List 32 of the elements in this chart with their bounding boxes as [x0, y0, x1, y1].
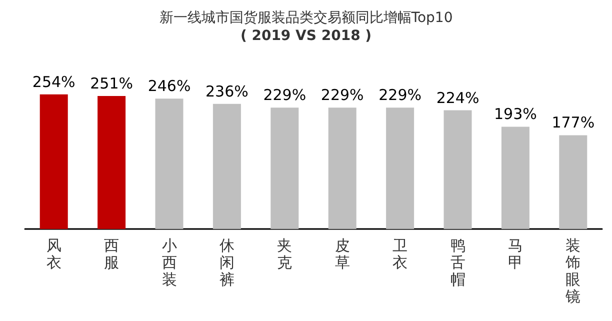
x-tick-label: 马甲 — [508, 236, 523, 272]
data-label: 177% — [552, 114, 595, 132]
data-label: 251% — [90, 74, 133, 92]
x-tick-label: 皮草 — [334, 236, 350, 272]
data-label: 236% — [206, 82, 248, 100]
data-label: 254% — [32, 72, 76, 91]
chart-subtitle: ( 2019 VS 2018 ) — [240, 28, 372, 44]
bar — [386, 108, 414, 229]
bar — [212, 104, 241, 229]
x-tick-label: 夹克 — [277, 236, 292, 272]
x-tick-label: 装饰眼镜 — [564, 236, 581, 306]
chart-title: 新一线城市国货服装品类交易额同比增幅Top10 — [159, 10, 453, 26]
x-tick-label: 西服 — [104, 236, 120, 272]
bar — [155, 98, 184, 229]
data-label: 229% — [263, 86, 306, 104]
data-label: 246% — [148, 77, 191, 96]
bar — [40, 94, 68, 229]
x-tick-label: 风衣 — [46, 236, 62, 272]
data-label: 229% — [378, 86, 422, 104]
bar — [501, 126, 530, 229]
data-label: 229% — [320, 86, 364, 104]
bar — [328, 108, 356, 229]
x-tick-label: 鸭舌帽 — [450, 236, 466, 288]
bar — [98, 96, 126, 229]
x-tick-label: 卫衣 — [392, 236, 408, 272]
bar — [270, 108, 299, 229]
data-label: 224% — [436, 88, 480, 107]
x-tick-label: 休闲裤 — [219, 236, 234, 288]
bar — [559, 135, 588, 229]
x-tick-label: 小西装 — [162, 236, 177, 288]
data-label: 193% — [494, 105, 537, 124]
bar — [444, 110, 472, 229]
